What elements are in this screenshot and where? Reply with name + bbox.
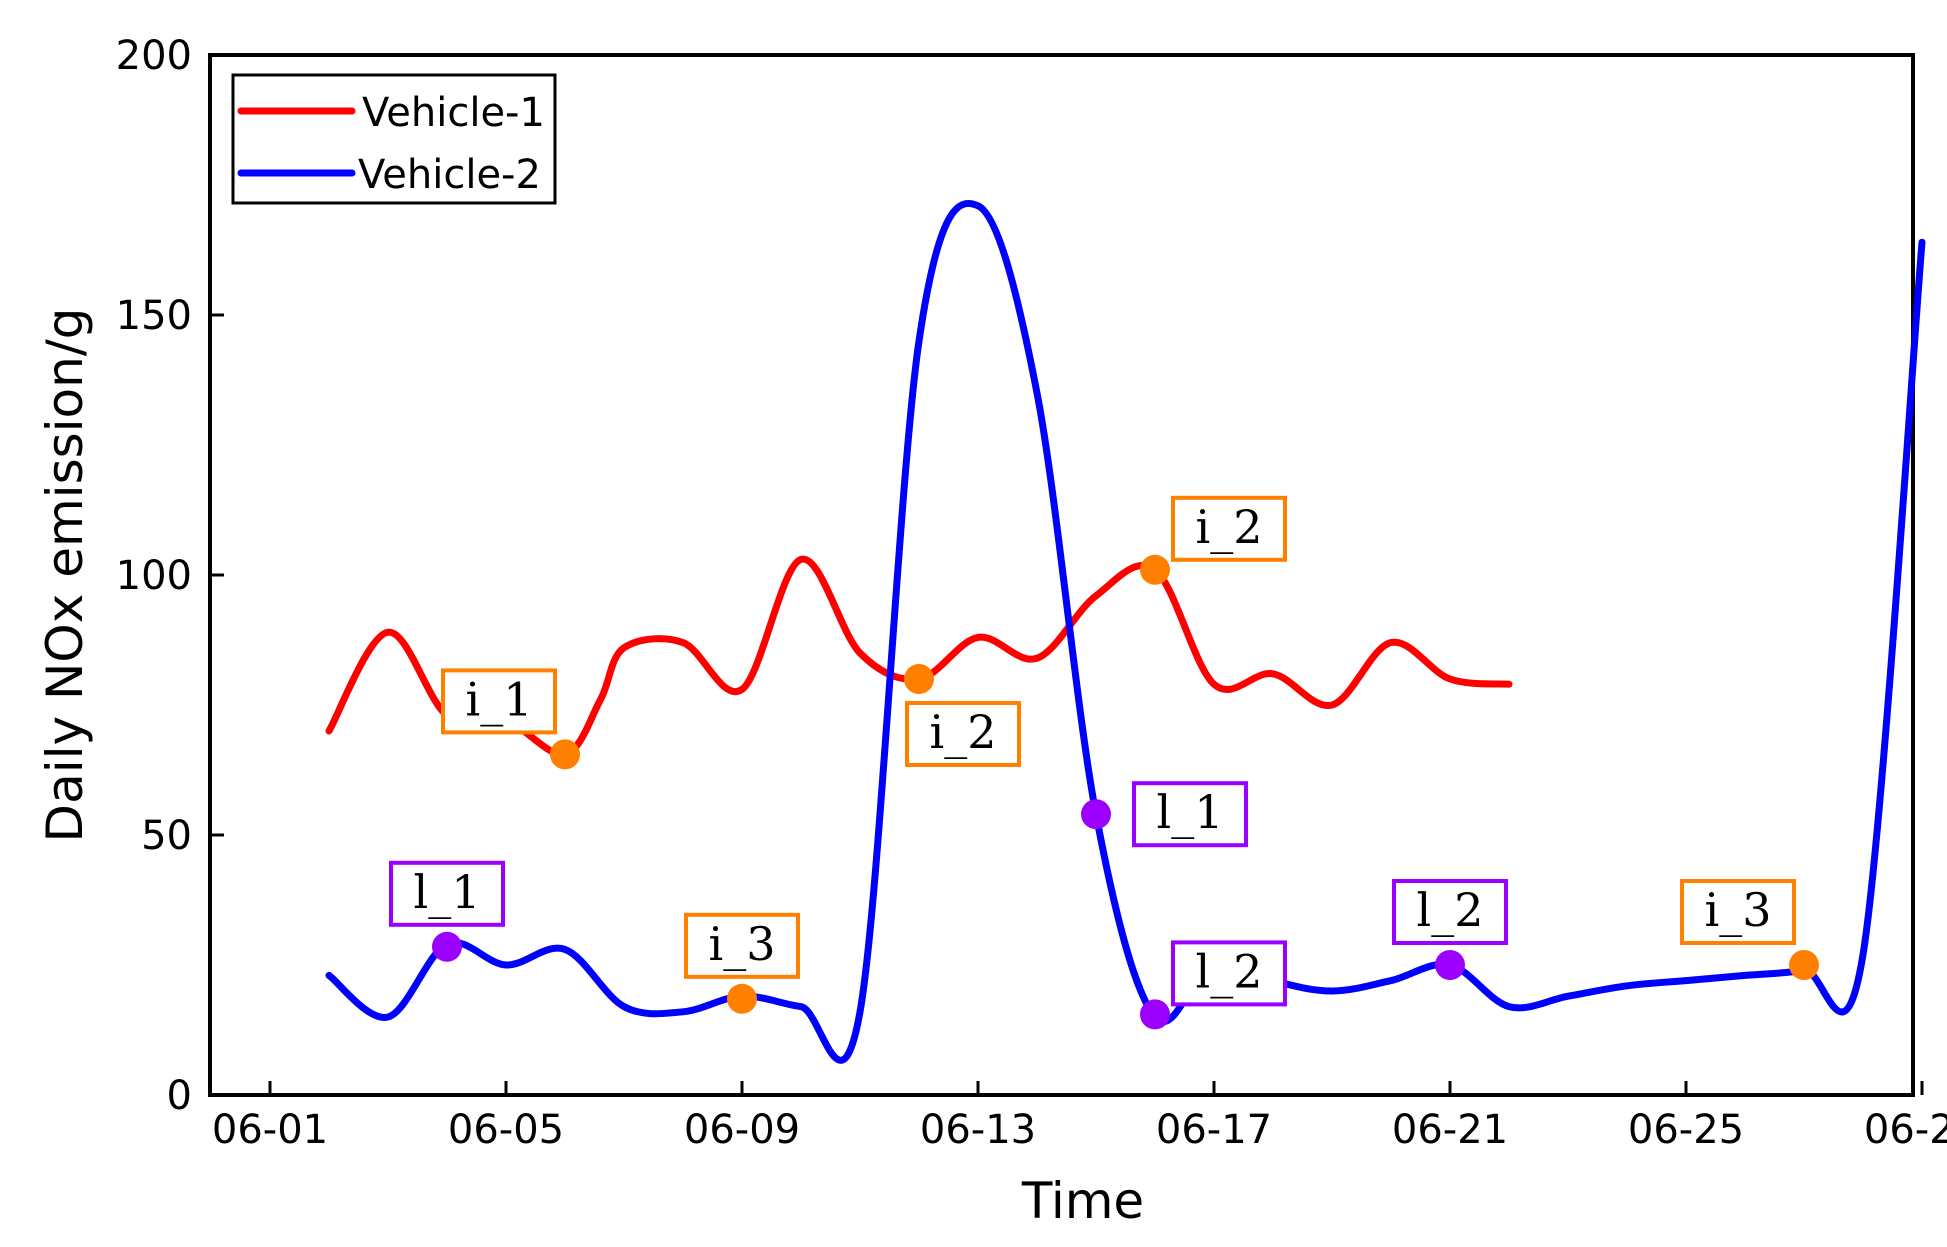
annotation-box: [1392, 879, 1508, 945]
legend-label-vehicle-2: Vehicle-2: [358, 152, 541, 198]
y-tick-label: 150: [116, 293, 192, 339]
annotation-label: i_2: [1196, 500, 1263, 554]
annotation-label: l_1: [414, 865, 481, 919]
annotation-marker: [904, 664, 934, 694]
y-tick-label: 100: [116, 553, 192, 599]
y-axis-title: Daily NOx emission/g: [36, 308, 94, 843]
annotation-layer: i_1 i_2 i_2 l_1 i_3 l_1 l_2 l_2 i_3: [389, 495, 1819, 1030]
x-tick-label: 06-29: [1864, 1107, 1947, 1153]
x-tick-label: 06-17: [1156, 1107, 1272, 1153]
annotation-box: [389, 860, 505, 927]
series-line-vehicle-2: [325, 200, 1926, 1064]
x-tick-label: 06-01: [212, 1107, 328, 1153]
x-axis: 06-01 06-05 06-09 06-13 06-17 06-21 06-25 06-29: [212, 1081, 1947, 1153]
legend-label-vehicle-1: Vehicle-1: [362, 90, 545, 136]
annotation-marker: [727, 983, 757, 1014]
x-tick-label: 06-21: [1392, 1107, 1508, 1153]
annotation-marker: [1081, 799, 1111, 830]
y-tick-label: 200: [116, 33, 192, 79]
annotation-marker: [1140, 999, 1170, 1030]
annotation-box: [1132, 781, 1248, 848]
annotation-box: [684, 912, 800, 979]
annotation-marker: [432, 931, 462, 962]
annotation-label: i_1: [466, 672, 533, 726]
annotation-label: l_2: [1417, 883, 1484, 937]
annotation-marker: [550, 739, 580, 770]
y-tick-label: 0: [167, 1073, 192, 1119]
annotation-label: l_1: [1157, 785, 1224, 839]
annotation-box: [441, 668, 557, 735]
legend: Vehicle-1 Vehicle-2: [231, 73, 557, 205]
x-tick-label: 06-09: [684, 1107, 800, 1153]
annotation-box: [1171, 940, 1287, 1007]
annotation-label: i_2: [930, 705, 997, 759]
annotation-label: i_3: [1705, 883, 1772, 937]
x-tick-label: 06-05: [448, 1107, 564, 1153]
legend-box: [231, 73, 557, 205]
annotation-marker: [1435, 950, 1465, 980]
x-tick-label: 06-13: [920, 1107, 1036, 1153]
annotation-label: l_2: [1196, 944, 1263, 998]
x-tick-label: 06-25: [1628, 1107, 1744, 1153]
y-axis: 0 50 100 150 200: [116, 33, 224, 1119]
annotation-marker: [1789, 950, 1819, 980]
annotation-marker: [1140, 554, 1170, 585]
annotation-label: i_3: [709, 917, 776, 971]
annotation-box: [1680, 879, 1796, 945]
x-axis-title: Time: [1021, 1172, 1144, 1230]
y-tick-label: 50: [141, 813, 192, 859]
annotation-box: [1171, 495, 1287, 562]
annotation-box: [905, 701, 1021, 767]
